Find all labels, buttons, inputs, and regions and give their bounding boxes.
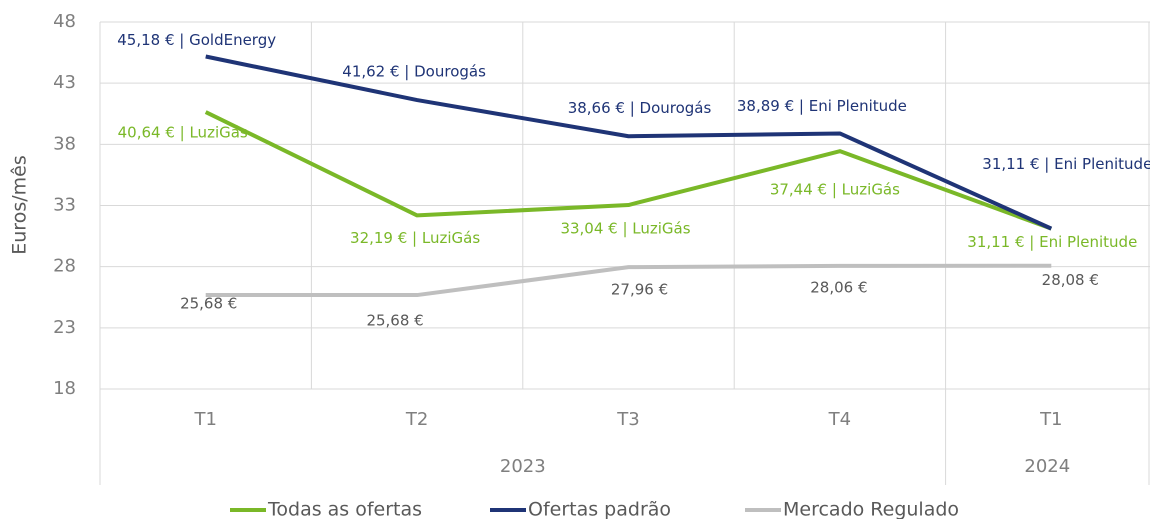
data-label: 27,96 € — [611, 281, 668, 299]
x-tick-label: T1 — [1039, 409, 1062, 430]
x-tick-label: T2 — [405, 409, 428, 430]
data-label: 25,68 € — [180, 295, 237, 313]
group-label: 2023 — [500, 456, 546, 477]
y-tick-label: 28 — [53, 256, 76, 277]
data-label: 40,64 € | LuziGás — [118, 124, 248, 142]
data-label: 28,06 € — [810, 278, 867, 296]
data-label: 33,04 € | LuziGás — [560, 220, 690, 238]
data-label: 32,19 € | LuziGás — [350, 229, 480, 247]
y-tick-label: 38 — [53, 133, 76, 154]
series-line — [205, 263, 1052, 298]
y-tick-label: 18 — [53, 378, 76, 399]
data-label: 38,89 € | Eni Plenitude — [737, 97, 907, 115]
legend-label: Todas as ofertas — [267, 499, 422, 519]
data-label: 31,11 € | Eni Plenitude — [967, 233, 1137, 251]
data-label: 31,11 € | Eni Plenitude — [982, 155, 1150, 173]
data-label: 28,08 € — [1042, 271, 1099, 289]
data-label: 38,66 € | Dourogás — [568, 99, 712, 117]
x-tick-label: T3 — [616, 409, 639, 430]
series-line — [205, 54, 1053, 231]
data-label: 41,62 € | Dourogás — [342, 63, 486, 81]
y-tick-label: 48 — [53, 11, 76, 32]
data-label: 45,18 € | GoldEnergy — [117, 31, 276, 49]
legend-label: Mercado Regulado — [783, 499, 959, 519]
series-line — [204, 110, 1052, 231]
x-tick-label: T4 — [828, 409, 851, 430]
y-axis-label: Euros/mês — [9, 155, 31, 254]
y-tick-label: 33 — [53, 195, 76, 216]
y-tick-label: 43 — [53, 72, 76, 93]
legend-label: Ofertas padrão — [528, 499, 671, 519]
data-label: 37,44 € | LuziGás — [770, 181, 900, 199]
group-label: 2024 — [1024, 456, 1070, 477]
y-tick-label: 23 — [53, 317, 76, 338]
data-label: 25,68 € — [366, 312, 423, 330]
x-tick-label: T1 — [193, 409, 216, 430]
